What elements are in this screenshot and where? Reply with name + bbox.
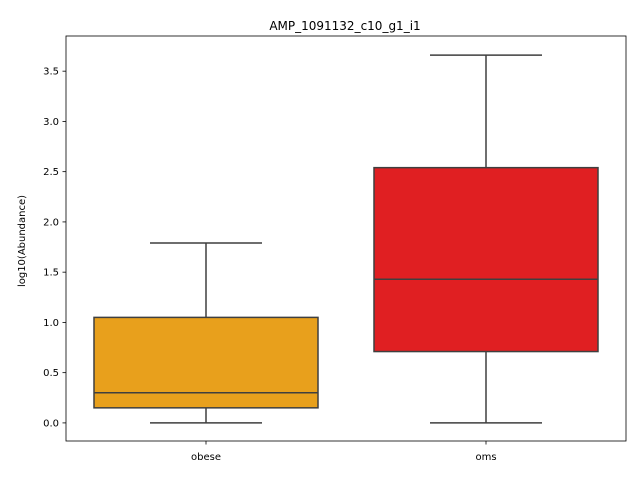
y-tick-label-3.5: 3.5	[43, 67, 59, 78]
y-tick-label-1.0: 1.0	[43, 318, 59, 329]
y-tick-label-2.5: 2.5	[43, 167, 59, 178]
x-tick-label-obese: obese	[191, 452, 221, 463]
x-tick-label-oms: oms	[475, 452, 496, 463]
y-tick-label-1.5: 1.5	[43, 268, 59, 279]
box-obese	[93, 316, 319, 409]
axes-frame	[65, 35, 627, 442]
chart-title: AMP_1091132_c10_g1_i1	[269, 19, 420, 33]
y-tick-label-2.0: 2.0	[43, 217, 59, 228]
y-tick-label-0.0: 0.0	[43, 418, 59, 429]
y-tick-label-3.0: 3.0	[43, 117, 59, 128]
box-oms	[373, 166, 599, 353]
y-axis-label: log10(Abundance)	[17, 195, 28, 287]
y-tick-label-0.5: 0.5	[43, 368, 59, 379]
plot-area: obese oms 0.0 0.5 1.0 1.5 2.0 2.5 3.0 3.5	[43, 35, 627, 463]
